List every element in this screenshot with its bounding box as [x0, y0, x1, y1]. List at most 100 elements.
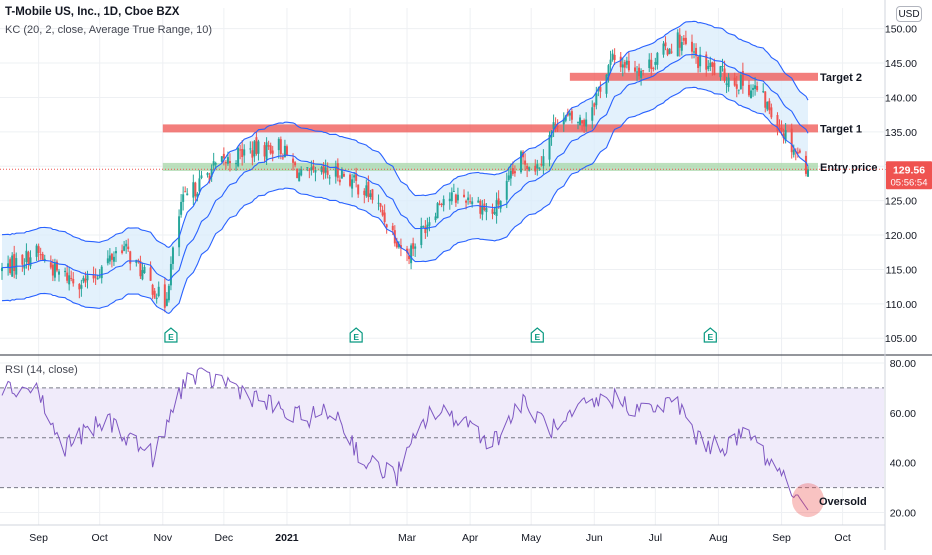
rsi-legend: RSI (14, close) [5, 364, 78, 376]
candle-body [49, 262, 52, 268]
time-tick-label: May [521, 532, 542, 544]
candle-body [253, 141, 256, 157]
price-tick-label: 125.00 [885, 196, 917, 208]
rsi-line [1, 367, 809, 511]
candle-body [778, 128, 781, 130]
candle-body [633, 67, 636, 72]
candle-body [538, 167, 541, 169]
price-tick-label: 140.00 [885, 92, 917, 104]
candle-body [623, 62, 626, 68]
candle-body [235, 163, 238, 165]
candle-body [328, 177, 331, 179]
candle-body [711, 62, 714, 67]
candle-body [577, 121, 580, 123]
candle-body [184, 191, 187, 193]
candle-body [379, 203, 382, 207]
time-tick-label: Aug [709, 532, 728, 544]
candle-body [434, 216, 437, 221]
candle-body [747, 84, 750, 96]
candle-body [693, 51, 696, 53]
keltner-upper [1, 20, 809, 249]
candle-body [511, 168, 514, 174]
candle-body [780, 127, 783, 132]
candle-body [141, 270, 144, 280]
candle-body [11, 255, 14, 277]
candle-body [627, 60, 630, 71]
candle-body [397, 244, 400, 248]
candle-body [762, 91, 765, 93]
time-tick-label: Jul [649, 532, 662, 544]
candle-body [727, 77, 730, 87]
candle-body [619, 56, 622, 68]
candle-body [338, 179, 341, 183]
candle-body [342, 173, 345, 177]
candle-body [139, 260, 142, 277]
candle-body [125, 243, 128, 247]
candle-body [214, 163, 217, 165]
candle-body [719, 66, 722, 78]
candle-body [680, 42, 683, 51]
candle-body [684, 37, 687, 44]
candle-body [322, 165, 325, 174]
candle-body [112, 256, 115, 262]
candle-body [495, 200, 498, 216]
candle-body [642, 70, 645, 72]
candle-body [790, 128, 793, 153]
candle-body [336, 163, 339, 178]
candle-body [351, 179, 354, 189]
rsi-tick-label: 60.00 [890, 408, 916, 420]
candle-body [127, 246, 130, 250]
candle-body [485, 208, 488, 213]
time-tick-label: Oct [92, 532, 108, 544]
candle-body [143, 266, 146, 274]
candle-body [57, 271, 60, 275]
candle-body [583, 120, 586, 127]
candle-body [239, 149, 242, 151]
currency-button[interactable]: USD [896, 6, 922, 22]
candle-body [182, 194, 185, 202]
candle-body [178, 216, 181, 248]
candle-body [196, 193, 199, 198]
candle-body [263, 145, 266, 157]
candle-body [770, 107, 773, 118]
candle-body [129, 251, 132, 264]
candle-body [650, 59, 653, 70]
time-tick-label: 2021 [275, 532, 299, 544]
candle-body [697, 56, 700, 68]
candle-body [613, 54, 616, 61]
candle-body [312, 165, 315, 170]
candle-body [308, 169, 311, 171]
candle-body [243, 149, 246, 156]
time-tick-label: Sep [29, 532, 48, 544]
candle-body [493, 212, 496, 214]
time-tick-label: Mar [398, 532, 417, 544]
price-tick-label: 120.00 [885, 230, 917, 242]
candle-body [436, 203, 439, 219]
earnings-marker-label: E [534, 332, 540, 342]
candle-body [579, 117, 582, 126]
candle-body [355, 173, 358, 181]
candle-body [607, 65, 610, 76]
candle-body [766, 101, 769, 110]
candle-body [192, 182, 195, 198]
candle-body [678, 34, 681, 48]
candle-body [479, 200, 482, 214]
candle-body [314, 170, 317, 173]
candle-body [186, 193, 189, 196]
candle-body [94, 276, 97, 278]
level-label: Target 1 [820, 123, 862, 135]
candle-body [426, 224, 429, 230]
candle-body [249, 148, 252, 150]
price-tick-label: 115.00 [886, 264, 917, 276]
candle-body [198, 178, 201, 192]
candle-body [306, 167, 309, 169]
candle-body [169, 263, 172, 286]
price-tick-label: 105.00 [885, 333, 917, 345]
candle-body [804, 155, 807, 174]
candle-body [96, 277, 99, 280]
candle-body [666, 49, 669, 55]
axes: 150.00145.00140.00135.00130.00125.00120.… [0, 24, 932, 544]
candle-body [365, 185, 368, 197]
